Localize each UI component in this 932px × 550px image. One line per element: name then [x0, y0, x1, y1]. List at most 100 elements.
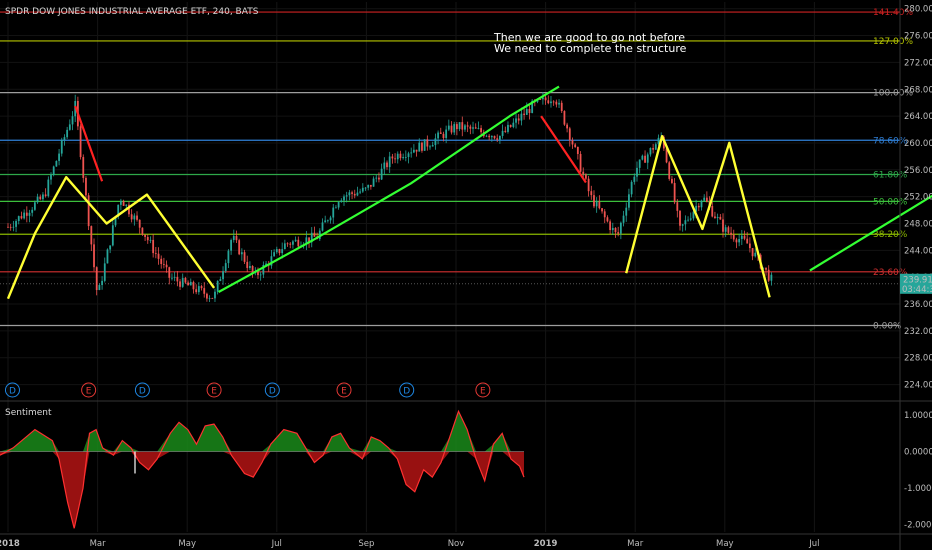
- current-price-tag: [900, 273, 932, 294]
- event-label-7: E: [480, 387, 486, 397]
- candle-body: [429, 146, 431, 148]
- candle-body: [576, 146, 579, 154]
- candle-body: [181, 277, 184, 287]
- candle-body: [770, 274, 773, 281]
- candle-body: [765, 267, 767, 270]
- price-tick-label: 280.00: [904, 5, 932, 15]
- candle-body: [20, 216, 23, 219]
- candle-body: [308, 237, 310, 243]
- candle-body: [509, 124, 512, 127]
- event-label-0: D: [9, 387, 16, 397]
- candle-body: [324, 220, 327, 223]
- fib-label-5: 50.00%: [873, 197, 908, 207]
- candle-body: [163, 263, 165, 265]
- candle-body: [246, 261, 249, 268]
- candle-body: [665, 148, 668, 163]
- candle-body: [412, 149, 415, 153]
- candle-body: [714, 216, 716, 219]
- candle-body: [157, 253, 160, 259]
- candle-body: [716, 216, 719, 219]
- candle-body: [404, 157, 407, 158]
- candle-body: [455, 124, 458, 130]
- candle-body: [249, 266, 251, 268]
- candle-body: [55, 160, 58, 167]
- candle-body: [499, 135, 501, 140]
- candle-body: [711, 206, 714, 217]
- price-tick-label: 260.00: [904, 139, 932, 149]
- candle-body: [687, 219, 689, 221]
- candle-body: [200, 286, 203, 289]
- indicator-title: Sentiment: [5, 408, 52, 418]
- candle-body: [507, 124, 509, 132]
- candle-body: [679, 210, 681, 226]
- candle-body: [98, 285, 101, 291]
- candle-body: [318, 230, 321, 239]
- candle-body: [722, 219, 724, 232]
- candle-body: [187, 282, 189, 286]
- candle-body: [138, 219, 141, 228]
- candle-body: [719, 216, 722, 220]
- x-tick-label: May: [716, 539, 734, 549]
- candle-body: [748, 243, 751, 249]
- candle-body: [68, 124, 71, 130]
- event-label-5: E: [341, 387, 347, 397]
- current-price-countdown: 03:44:35: [902, 285, 932, 295]
- candle-body: [439, 132, 442, 134]
- x-tick-label: Jul: [271, 539, 282, 549]
- candle-body: [609, 221, 612, 231]
- candle-body: [270, 256, 273, 266]
- candle-body: [165, 264, 168, 268]
- candle-body: [275, 249, 278, 253]
- candle-body: [36, 196, 39, 203]
- candle-body: [593, 195, 595, 207]
- fib-label-6: 38.20%: [873, 230, 908, 240]
- candle-body: [63, 137, 66, 140]
- candle-body: [240, 252, 243, 255]
- x-tick-label: 2019: [534, 539, 558, 549]
- candle-body: [224, 263, 227, 272]
- candle-body: [230, 240, 233, 251]
- candle-body: [386, 162, 388, 168]
- candle-body: [378, 177, 380, 180]
- grid: [0, 2, 900, 532]
- candle-body: [743, 235, 746, 239]
- fib-label-1: 127.00%: [873, 37, 913, 47]
- event-marker-7: [475, 382, 491, 398]
- fib-label-4: 61.80%: [873, 170, 908, 180]
- candle-body: [388, 156, 391, 168]
- candle-body: [598, 201, 601, 209]
- candle-body: [222, 271, 224, 280]
- candle-body: [695, 205, 698, 212]
- candle-body: [146, 237, 149, 241]
- candle-body: [560, 102, 563, 112]
- candle-body: [39, 196, 42, 200]
- indicator-tick-label: 1.0000: [904, 411, 932, 421]
- candle-body: [171, 277, 173, 279]
- candle-body: [418, 142, 421, 152]
- candle-body: [442, 133, 445, 138]
- candle-body: [410, 152, 413, 154]
- candle-body: [154, 253, 157, 254]
- candle-body: [671, 178, 673, 183]
- candle-body: [28, 212, 31, 216]
- candle-body: [85, 177, 87, 196]
- candle-body: [754, 252, 757, 257]
- candle-body: [628, 194, 630, 208]
- candle-body: [243, 252, 246, 262]
- candle-body: [144, 234, 146, 238]
- candle-body: [421, 142, 423, 151]
- candle-body: [87, 195, 90, 227]
- price-tick-label: 272.00: [904, 58, 932, 68]
- candle-body: [705, 197, 708, 202]
- candle-body: [257, 271, 259, 276]
- candle-body: [281, 249, 284, 254]
- candle-body: [337, 202, 340, 208]
- candle-body: [332, 207, 335, 218]
- candle-body: [353, 193, 356, 196]
- candle-body: [380, 168, 383, 180]
- candle-body: [587, 178, 590, 192]
- price-tick-label: 236.00: [904, 300, 932, 310]
- candle-body: [25, 212, 28, 216]
